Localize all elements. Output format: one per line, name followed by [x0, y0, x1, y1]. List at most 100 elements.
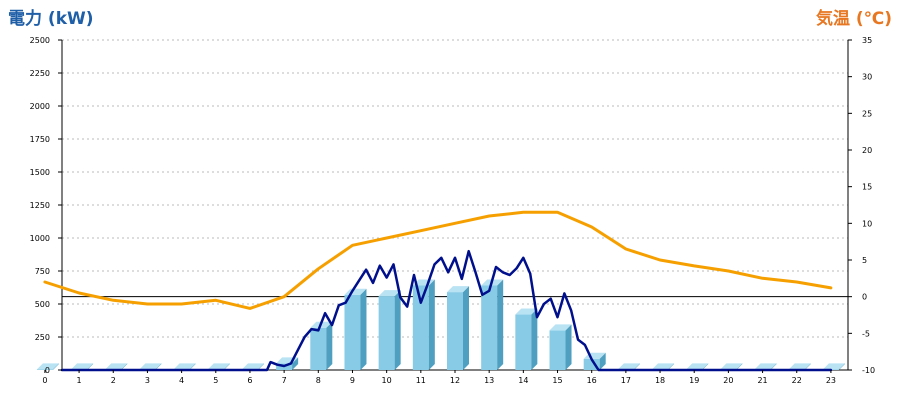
- bar-top: [139, 363, 162, 370]
- bar-side: [394, 290, 401, 370]
- right-tick-label: 30: [862, 73, 872, 82]
- bar-front: [515, 314, 532, 370]
- bar-top: [71, 363, 94, 370]
- right-tick-label: 5: [862, 256, 867, 265]
- bar-side: [121, 363, 128, 370]
- bar-side: [531, 308, 538, 370]
- right-tick-label: 0: [862, 293, 867, 302]
- bar-front: [481, 285, 498, 370]
- bar-top: [652, 363, 675, 370]
- temperature-line: [43, 210, 833, 310]
- bar-top: [105, 363, 128, 370]
- left-tick-label: 0: [45, 366, 50, 375]
- bar-top: [617, 363, 640, 370]
- bar-top: [822, 363, 845, 370]
- bar-top: [207, 363, 230, 370]
- x-tick-label: 9: [350, 376, 355, 385]
- left-axis-label: 電力 (kW): [8, 8, 94, 29]
- left-tick-label: 750: [35, 267, 50, 276]
- bar-side: [736, 363, 743, 370]
- bar-top: [447, 286, 469, 293]
- bar-side: [463, 286, 469, 370]
- x-tick-label: 13: [484, 376, 494, 385]
- bar-side: [326, 321, 333, 370]
- x-tick-label: 23: [826, 376, 836, 385]
- bar-top: [788, 363, 811, 370]
- left-tick-label: 500: [35, 300, 50, 309]
- bar-top: [378, 290, 401, 297]
- right-tick-label: 35: [862, 36, 872, 45]
- bar: [583, 352, 606, 370]
- bar-top: [720, 363, 743, 370]
- bar-front: [549, 330, 566, 370]
- x-tick-label: 1: [77, 376, 82, 385]
- x-tick-label: 19: [689, 376, 699, 385]
- right-tick-label: 20: [862, 146, 872, 155]
- temperature-layer: [43, 210, 833, 310]
- x-tick-label: 6: [247, 376, 252, 385]
- right-tick-label: 15: [862, 183, 872, 192]
- x-tick-label: 5: [213, 376, 218, 385]
- bar-front: [344, 294, 361, 370]
- bar-front: [36, 369, 53, 370]
- x-tick-label: 7: [282, 376, 287, 385]
- bar-side: [360, 288, 367, 370]
- bars-layer: [36, 279, 845, 370]
- bar-side: [257, 363, 264, 370]
- right-tick-label: 10: [862, 219, 872, 228]
- bar-side: [770, 363, 777, 370]
- x-tick-label: 3: [145, 376, 150, 385]
- right-axis-label: 気温 (℃): [815, 8, 892, 29]
- bar-top: [241, 363, 264, 370]
- bar: [515, 308, 538, 370]
- bar: [549, 324, 572, 370]
- bar-top: [515, 308, 538, 315]
- bar-side: [633, 363, 640, 370]
- bar-front: [310, 327, 327, 370]
- x-tick-label: 20: [723, 376, 733, 385]
- x-tick-label: 22: [792, 376, 802, 385]
- x-tick-label: 0: [42, 376, 47, 385]
- bar-top: [549, 324, 572, 331]
- left-tick-label: 1500: [30, 168, 50, 177]
- power-line: [60, 249, 833, 372]
- left-tick-label: 250: [35, 333, 50, 342]
- grid-layer: [62, 39, 848, 338]
- left-tick-label: 2250: [30, 69, 50, 78]
- bar-side: [599, 352, 606, 370]
- bar-side: [838, 363, 845, 370]
- bar-side: [428, 279, 435, 370]
- bar-top: [36, 363, 59, 370]
- bar-side: [292, 357, 299, 370]
- left-tick-label: 1000: [30, 234, 50, 243]
- bar: [310, 321, 333, 370]
- x-tick-label: 21: [757, 376, 767, 385]
- x-tick-label: 14: [518, 376, 528, 385]
- bar-top: [754, 363, 777, 370]
- x-tick-label: 11: [416, 376, 426, 385]
- bar-top: [686, 363, 709, 370]
- power-layer: [60, 249, 833, 372]
- bar-side: [189, 363, 196, 370]
- bar-front: [583, 358, 600, 370]
- bar: [447, 286, 469, 370]
- bar-front: [412, 285, 429, 370]
- left-tick-label: 2500: [30, 36, 50, 45]
- left-tick-label: 2000: [30, 102, 50, 111]
- right-tick-label: 25: [862, 109, 872, 118]
- bar-side: [52, 363, 59, 370]
- bar: [36, 363, 59, 370]
- x-tick-label: 2: [111, 376, 116, 385]
- bar: [344, 288, 367, 370]
- x-tick-label: 15: [552, 376, 562, 385]
- bar-front: [447, 292, 463, 370]
- x-tick-label: 18: [655, 376, 665, 385]
- bar-side: [804, 363, 811, 370]
- x-tick-label: 17: [621, 376, 631, 385]
- bar-side: [702, 363, 709, 370]
- bar-side: [565, 324, 572, 370]
- x-tick-label: 16: [587, 376, 597, 385]
- right-tick-label: -5: [862, 329, 870, 338]
